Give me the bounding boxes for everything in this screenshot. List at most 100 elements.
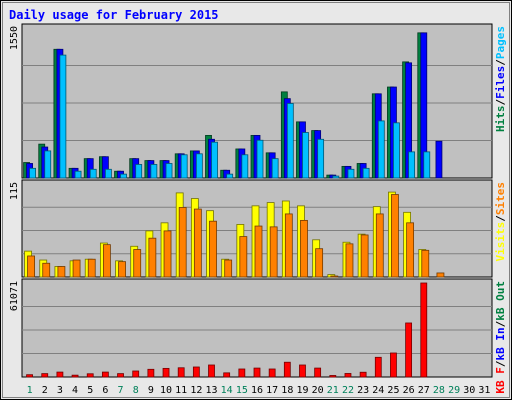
day-label-11: 11	[175, 385, 187, 396]
bar-pages-day-18	[286, 103, 294, 179]
bar-sites-day-25	[391, 194, 399, 278]
legend-separator: /	[494, 99, 507, 106]
bar-pages-day-7	[120, 173, 127, 179]
day-label-26: 26	[403, 385, 415, 396]
bar-pages-day-20	[317, 138, 325, 179]
panel-bars	[26, 282, 428, 378]
scale-label: 1550	[9, 26, 20, 50]
bar-sites-day-7	[118, 261, 126, 278]
bar-sites-day-24	[375, 213, 384, 278]
scale-label: 115	[9, 182, 20, 200]
bar-pages-day-9	[150, 164, 158, 179]
bar-sites-day-10	[163, 230, 172, 278]
day-label-3: 3	[57, 385, 63, 396]
bar-sites-day-26	[406, 222, 415, 278]
panel-bars	[23, 32, 443, 179]
panel-legend: Visits/Sites	[494, 182, 507, 262]
bar-sites-day-11	[178, 207, 187, 278]
panel-background	[21, 278, 493, 378]
bar-sites-day-3	[57, 266, 66, 278]
day-label-24: 24	[372, 385, 384, 396]
legend-item-kb-f: KB F	[494, 367, 507, 394]
day-label-31: 31	[478, 385, 490, 396]
legend-separator: /	[494, 320, 507, 327]
bar-kb-f-day-24	[374, 356, 382, 378]
bar-pages-day-21	[332, 175, 340, 179]
day-label-6: 6	[102, 385, 108, 396]
legend-item-pages: Pages	[494, 26, 507, 59]
day-label-30: 30	[463, 385, 475, 396]
bar-sites-day-6	[102, 244, 111, 278]
day-label-29: 29	[448, 385, 460, 396]
bar-pages-day-2	[44, 150, 52, 179]
day-label-12: 12	[190, 385, 202, 396]
bar-sites-day-4	[72, 259, 81, 278]
bar-files-day-28	[435, 140, 443, 179]
day-label-9: 9	[148, 385, 154, 396]
legend-separator: /	[494, 360, 507, 367]
day-label-15: 15	[236, 385, 248, 396]
bar-kb-f-day-27	[420, 282, 428, 378]
bar-pages-day-26	[408, 151, 416, 179]
bar-sites-day-27	[421, 249, 430, 278]
bar-kb-f-day-6	[101, 371, 109, 378]
bar-pages-day-24	[377, 120, 385, 179]
legend-item-sites: Sites	[494, 182, 507, 215]
day-label-27: 27	[418, 385, 430, 396]
bar-kb-f-day-21	[329, 375, 337, 378]
bar-pages-day-16	[256, 139, 264, 179]
day-label-4: 4	[72, 385, 78, 396]
bar-pages-day-10	[165, 163, 173, 179]
bar-pages-day-5	[89, 168, 97, 179]
panel-2: 115 Visits/Sites	[9, 179, 507, 278]
bar-sites-day-1	[27, 255, 35, 278]
bar-sites-day-5	[87, 258, 96, 278]
day-label-18: 18	[281, 385, 293, 396]
bar-pages-day-25	[393, 122, 400, 179]
bar-sites-day-9	[148, 237, 157, 278]
day-label-8: 8	[133, 385, 139, 396]
bar-kb-f-day-4	[71, 374, 79, 378]
bar-pages-day-14	[226, 173, 234, 179]
bar-pages-day-4	[74, 170, 82, 179]
bar-sites-day-2	[42, 262, 51, 278]
bar-kb-f-day-13	[208, 364, 215, 378]
bar-kb-f-day-9	[147, 368, 155, 378]
bar-pages-day-8	[135, 164, 143, 179]
day-label-14: 14	[221, 385, 233, 396]
bar-kb-f-day-12	[192, 366, 200, 378]
bar-kb-f-day-1	[26, 374, 33, 378]
bar-pages-day-12	[195, 153, 203, 179]
bar-sites-day-14	[224, 259, 233, 278]
legend-item-kb-out: kB Out	[494, 281, 507, 321]
day-label-10: 10	[160, 385, 172, 396]
bar-sites-day-21	[330, 275, 339, 278]
bar-kb-f-day-10	[162, 367, 170, 378]
day-label-17: 17	[266, 385, 278, 396]
bar-pages-day-23	[362, 167, 370, 179]
day-label-13: 13	[205, 385, 217, 396]
bar-sites-day-15	[239, 236, 248, 278]
bar-sites-day-19	[300, 219, 308, 278]
bar-pages-day-19	[302, 132, 309, 179]
bar-kb-f-day-26	[405, 322, 413, 378]
bar-sites-day-20	[315, 248, 324, 278]
legend-item-files: Files	[494, 66, 507, 99]
scale-label: 61071	[9, 281, 20, 311]
panel-bars	[24, 191, 445, 278]
bar-sites-day-13	[209, 220, 217, 278]
bar-pages-day-22	[347, 168, 355, 179]
day-label-20: 20	[312, 385, 324, 396]
legend-separator: /	[494, 215, 507, 222]
bar-sites-day-28	[436, 272, 445, 278]
bar-sites-day-22	[345, 243, 354, 278]
bar-kb-f-day-8	[132, 370, 140, 378]
chart-panels: 1550Hits/Files/Pages115Visits/Sites61071…	[9, 23, 507, 394]
legend-item-hits: Hits	[494, 106, 507, 133]
bar-sites-day-8	[133, 249, 142, 278]
day-label-28: 28	[433, 385, 445, 396]
bar-pages-day-11	[180, 154, 188, 179]
panel-legend: KB F/kB In/kB Out	[494, 281, 507, 394]
